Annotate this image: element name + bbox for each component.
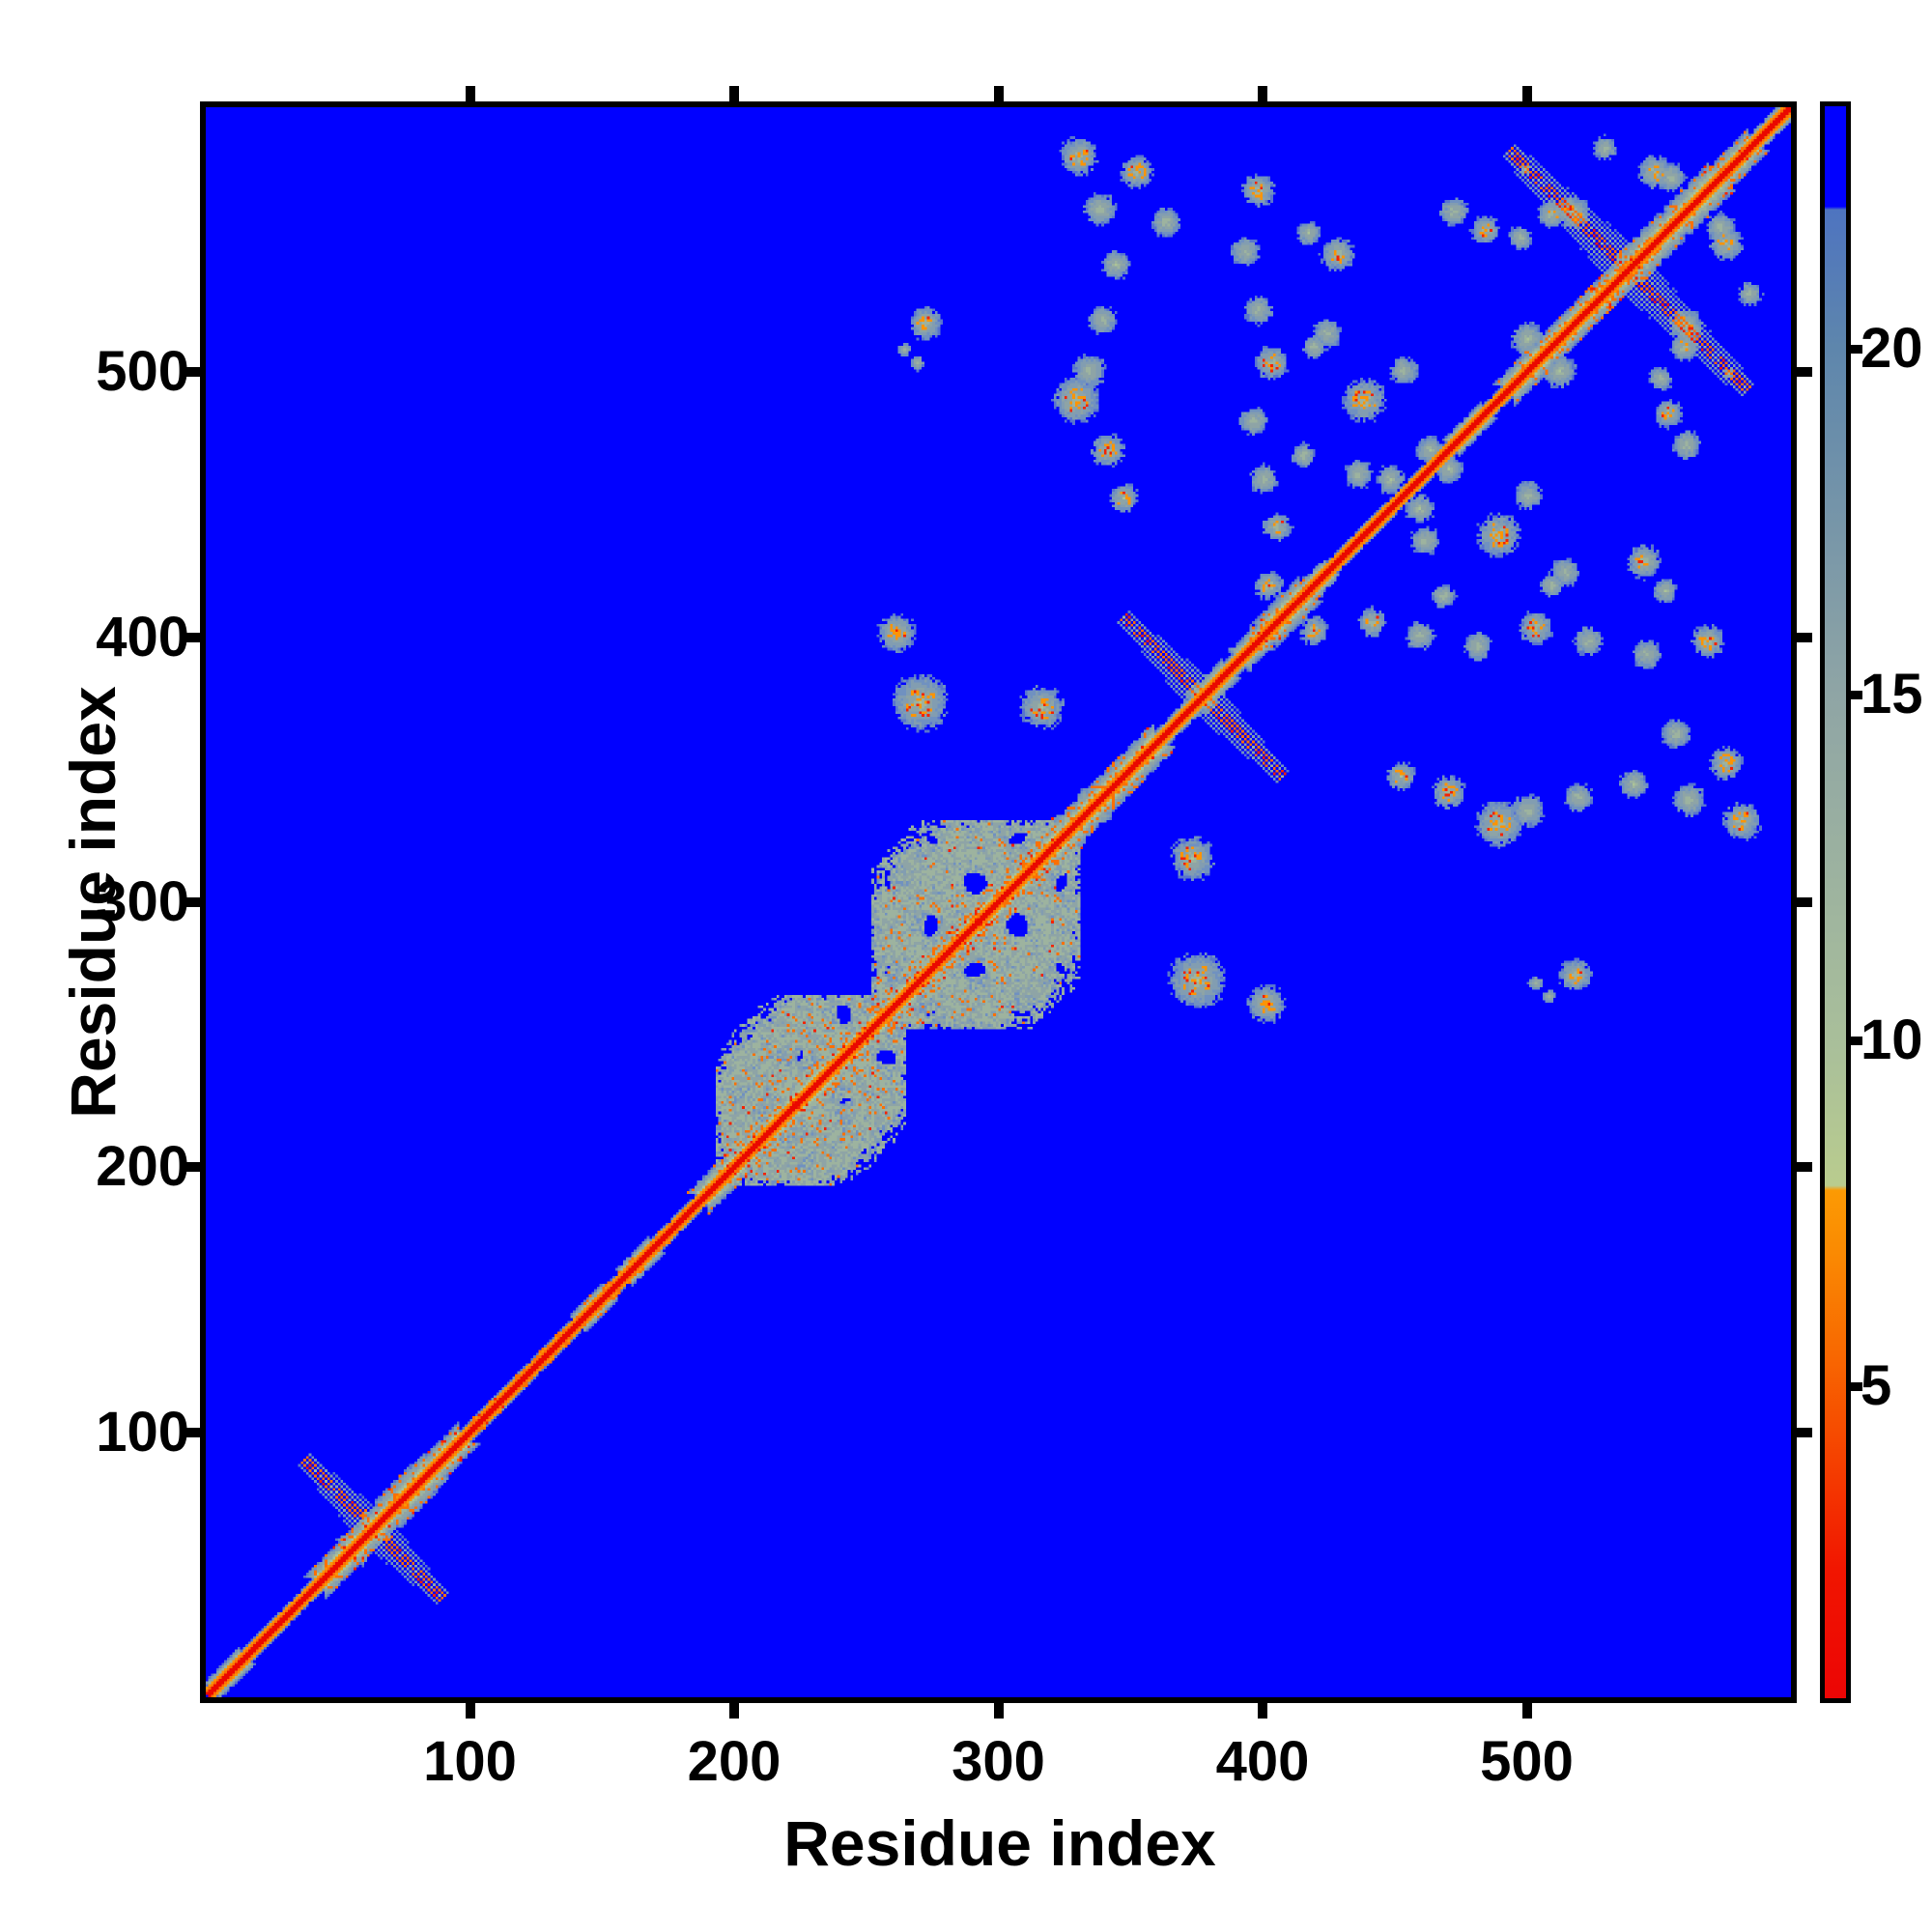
x-axis-tick xyxy=(729,1703,739,1719)
x-axis-tick xyxy=(465,1703,475,1719)
colorbar-tick xyxy=(1851,345,1862,355)
y-axis-right-tick xyxy=(1797,1162,1812,1173)
x-tick-label: 100 xyxy=(423,1730,517,1793)
x-axis-tick xyxy=(1521,1703,1532,1719)
heatmap-canvas xyxy=(206,107,1791,1697)
x-tick-label: 200 xyxy=(687,1730,781,1793)
y-axis-tick xyxy=(185,1162,200,1173)
y-axis-tick xyxy=(185,632,200,642)
x-axis-top-tick xyxy=(1521,86,1532,101)
y-tick-label: 500 xyxy=(96,340,189,404)
x-axis-title: Residue index xyxy=(783,1807,1216,1879)
x-tick-label: 500 xyxy=(1480,1730,1574,1793)
x-axis-tick xyxy=(1258,1703,1267,1719)
y-axis-right-tick xyxy=(1797,632,1812,642)
y-axis-tick xyxy=(185,897,200,907)
x-axis-top-tick xyxy=(465,86,475,101)
colorbar-tick-label: 15 xyxy=(1861,663,1923,726)
x-tick-label: 400 xyxy=(1215,1730,1310,1793)
x-axis-top-tick xyxy=(993,86,1004,101)
y-axis-tick xyxy=(185,367,200,378)
x-axis-top-tick xyxy=(729,86,739,101)
colorbar-tick xyxy=(1851,1381,1862,1391)
heatmap-plot-area xyxy=(200,101,1797,1703)
colorbar-tick xyxy=(1851,691,1862,700)
colorbar-tick xyxy=(1851,1037,1862,1046)
x-tick-label: 300 xyxy=(952,1730,1045,1793)
y-tick-label: 400 xyxy=(96,605,189,668)
y-axis-right-tick xyxy=(1797,1427,1812,1437)
colorbar xyxy=(1820,101,1851,1703)
y-axis-right-tick xyxy=(1797,897,1812,907)
x-axis-top-tick xyxy=(1258,86,1267,101)
y-tick-label: 100 xyxy=(96,1400,189,1463)
colorbar-tick-label: 5 xyxy=(1861,1353,1892,1417)
y-tick-label: 200 xyxy=(96,1135,189,1199)
x-axis-tick xyxy=(993,1703,1004,1719)
colorbar-tick-label: 20 xyxy=(1861,317,1923,381)
colorbar-gradient xyxy=(1825,106,1846,1698)
y-axis-tick xyxy=(185,1427,200,1437)
y-axis-right-tick xyxy=(1797,367,1812,378)
y-tick-label: 300 xyxy=(96,870,189,933)
colorbar-tick-label: 10 xyxy=(1861,1009,1923,1072)
